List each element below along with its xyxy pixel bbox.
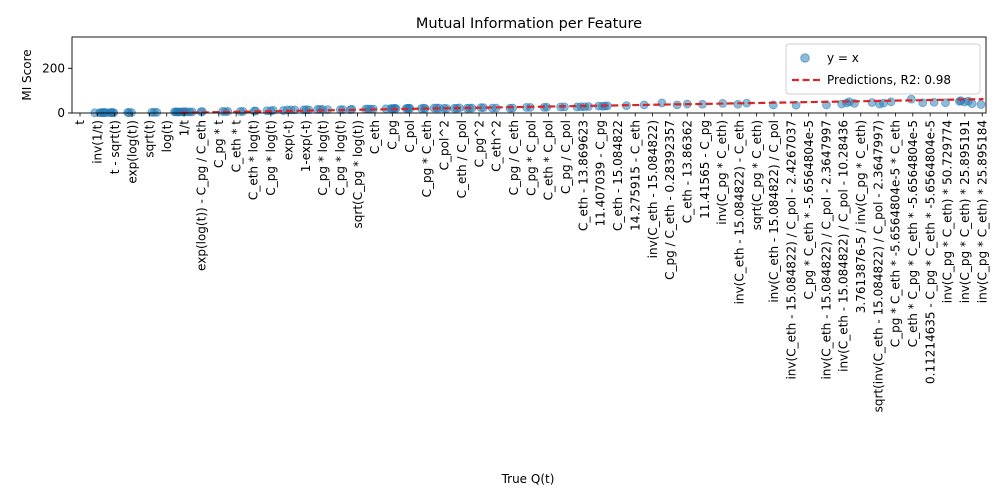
x-tick-label: inv(C_eth - 15.084822) / C_pol - 2.36479… bbox=[819, 120, 833, 380]
x-tick-label: C_pg * C_eth bbox=[420, 120, 434, 197]
x-tick-label: exp(log(t)) - C_pg / C_eth bbox=[195, 120, 209, 271]
chart-legend: y = x Predictions, R2: 0.98 bbox=[785, 43, 981, 95]
chart-axes: 0 200 t inv(1/t) t - sqrt(t) exp(log(t)) sqrt(… bbox=[42, 36, 989, 412]
x-tick-label: exp(log(t)) bbox=[125, 120, 139, 184]
legend-box bbox=[785, 43, 981, 95]
x-tick-label: C_pg * C_eth * -5.6564804e-5 bbox=[802, 120, 816, 300]
x-tick-label: C_eth - 13.86362 bbox=[680, 120, 694, 223]
x-tick-label: inv(C_eth - 15.084822) / C_pol bbox=[767, 120, 781, 303]
x-tick-label: C_pol bbox=[403, 120, 417, 153]
x-tick-label: 3.7613876-5 / inv(C_pg * C_eth) bbox=[854, 120, 868, 313]
x-tick-label: C_pg / C_pol bbox=[559, 120, 573, 194]
x-tick-label: C_eth / C_pol bbox=[455, 120, 469, 198]
scatter-point bbox=[867, 98, 877, 107]
x-tick-label: C_eth^2 bbox=[490, 120, 504, 172]
y-tick-label: 0 bbox=[57, 106, 65, 120]
x-tick-label: 0.11214635 - C_pg * C_eth * -5.6564804e-… bbox=[923, 120, 937, 384]
x-tick-label: inv(C_pg * C_eth) bbox=[715, 120, 729, 225]
x-tick-label: C_eth bbox=[368, 120, 382, 154]
x-tick-label: inv(C_eth - 15.084822) - C_eth bbox=[733, 120, 747, 304]
x-tick-label: 14.275915 - C_eth bbox=[628, 120, 642, 231]
prediction-line bbox=[180, 98, 984, 114]
y-tick-label: 200 bbox=[42, 61, 65, 75]
x-axis-label: True Q(t) bbox=[501, 472, 555, 486]
x-tick-label: C_eth * t bbox=[229, 120, 243, 173]
x-tick-label: 11.41565 - C_pg bbox=[698, 120, 712, 219]
y-axis-label: MI Score bbox=[20, 49, 34, 100]
x-tick-label: C_eth - 15.084822 bbox=[611, 120, 625, 231]
x-tick-label: inv(1/t) bbox=[91, 120, 105, 164]
x-tick-label: t - sqrt(t) bbox=[108, 120, 122, 174]
x-tick-label: inv(C_pg * C_eth) * 25.895184 bbox=[975, 120, 989, 303]
x-tick-label: C_eth * C_pol bbox=[542, 120, 556, 200]
x-tick-label: inv(C_eth - 15.084822) bbox=[646, 120, 660, 258]
scatter-point bbox=[906, 94, 916, 104]
scatter-point bbox=[967, 99, 977, 109]
x-tick-label: C_pg * log(t) bbox=[316, 120, 330, 196]
x-tick-label: 1-exp(-t) bbox=[299, 120, 313, 172]
legend-marker-scatter bbox=[800, 53, 810, 63]
x-tick-label: inv(C_eth - 15.084822) / C_pol - 10.2843… bbox=[837, 120, 851, 372]
scatter-point bbox=[152, 107, 162, 117]
x-tick-label: C_pol^2 bbox=[438, 120, 452, 170]
x-tick-label: C_pg^2 bbox=[472, 120, 486, 167]
x-tick-label: C_pg * log(t) bbox=[333, 120, 347, 196]
x-tick-label: inv(C_pg * C_eth) * 25.895191 bbox=[958, 120, 972, 303]
x-tick-label: sqrt(t) bbox=[143, 120, 157, 158]
x-tick-label: log(t) bbox=[160, 120, 174, 152]
plot-frame bbox=[71, 36, 987, 114]
x-tick-label: C_pg bbox=[386, 120, 400, 150]
x-tick-label: C_pg / C_eth bbox=[507, 120, 521, 195]
chart-marks bbox=[90, 94, 986, 118]
legend-label-scatter: y = x bbox=[827, 51, 859, 65]
x-tick-label: C_pg * t bbox=[212, 120, 226, 168]
x-tick-labels: t inv(1/t) t - sqrt(t) exp(log(t)) sqrt(t) lo… bbox=[73, 113, 989, 412]
x-tick-label: exp(-t) bbox=[281, 120, 295, 160]
x-tick-label: C_pg * C_eth * -5.6564804e-5 * C_eth bbox=[889, 120, 903, 347]
x-tick-label: sqrt(C_pg * log(t)) bbox=[351, 120, 365, 228]
x-tick-label: C_pg / C_eth - 0.28392357 bbox=[663, 120, 677, 280]
x-tick-label: C_pg * log(t) bbox=[264, 120, 278, 196]
x-tick-label: C_eth * C_pg * C_eth * -5.6564804e-5 bbox=[906, 120, 920, 347]
x-tick-label: C_eth * log(t) bbox=[247, 120, 261, 200]
x-tick-label: sqrt(C_pg * C_eth) bbox=[750, 120, 764, 230]
x-tick-label: inv(C_eth - 15.084822) / C_pol - 2.42670… bbox=[785, 120, 799, 380]
x-tick-label: C_eth - 13.869623 bbox=[576, 120, 590, 231]
x-tick-label: sqrt(inv(C_eth - 15.084822) / C_pol - 2.… bbox=[871, 120, 885, 412]
scatter-point bbox=[976, 100, 986, 109]
x-tick-label: 11.407039 - C_pg bbox=[594, 120, 608, 226]
legend-label-line: Predictions, R2: 0.98 bbox=[827, 73, 951, 87]
x-tick-label: t bbox=[73, 120, 87, 125]
x-tick-label: C_pg * C_pol bbox=[524, 120, 538, 196]
chart-title: Mutual Information per Feature bbox=[416, 16, 642, 32]
x-tick-label: inv(C_pg * C_eth) * 50.729774 bbox=[941, 120, 955, 303]
x-tick-label: 1/t bbox=[177, 120, 191, 137]
